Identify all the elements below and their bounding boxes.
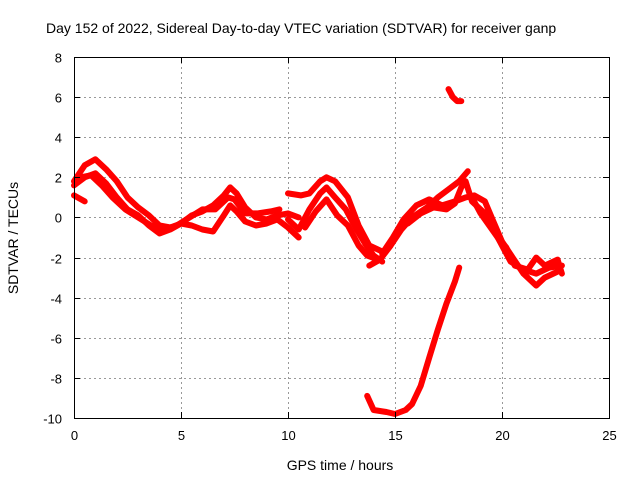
x-tick-label: 0 (71, 428, 78, 443)
y-tick-label: 2 (55, 171, 62, 186)
x-tick-label: 25 (602, 428, 616, 443)
y-tick-label: -8 (50, 372, 62, 387)
y-tick-label: -2 (50, 252, 62, 267)
plot-frame (74, 57, 610, 419)
y-tick-label: 4 (55, 131, 62, 146)
x-tick-label: 20 (495, 428, 509, 443)
grid (74, 57, 609, 418)
series-arc-4 (77, 172, 283, 233)
series-arc-6 (285, 184, 386, 265)
y-tick-label: 0 (55, 211, 62, 226)
series-arc-13 (445, 86, 465, 105)
y-tick-labels: -10 -8 -6 -4 -2 0 2 4 6 8 (43, 51, 62, 427)
y-tick-label: 8 (55, 51, 62, 66)
chart-title: Day 152 of 2022, Sidereal Day-to-day VTE… (46, 20, 556, 36)
ticks (74, 57, 610, 419)
y-tick-label: -10 (43, 412, 62, 427)
y-tick-label: -4 (50, 292, 62, 307)
series-arc-2 (71, 170, 302, 241)
series-arc-5 (285, 174, 386, 255)
series-arc-3 (71, 192, 88, 205)
x-tick-labels: 0 5 10 15 20 25 (71, 428, 617, 443)
series-arc-12 (364, 264, 463, 417)
y-tick-label: -6 (50, 332, 62, 347)
series-group (71, 86, 565, 417)
series-arc-7 (302, 196, 381, 263)
y-axis-label: SDTVAR / TECUs (5, 182, 21, 294)
x-tick-label: 5 (178, 428, 185, 443)
x-tick-label: 15 (388, 428, 402, 443)
y-tick-label: 6 (55, 91, 62, 106)
series-arc-11 (469, 194, 565, 277)
x-axis-label: GPS time / hours (287, 457, 394, 473)
x-tick-label: 10 (281, 428, 295, 443)
